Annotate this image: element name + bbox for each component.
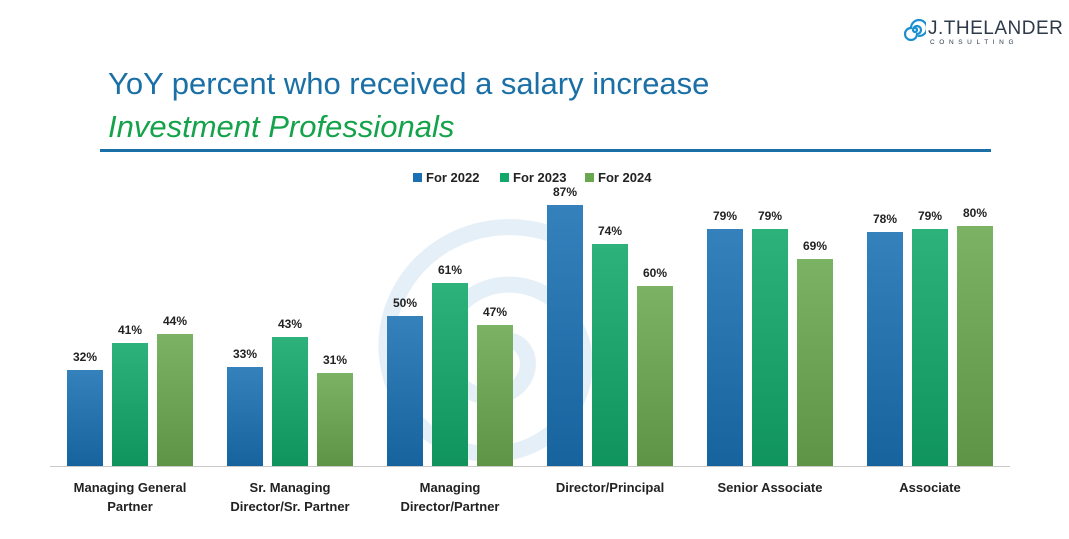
- x-tick-label: Director/Principal: [556, 480, 664, 495]
- title-divider: [100, 149, 991, 152]
- bar: [707, 229, 743, 466]
- x-tick-label: Sr. Managing Director/Sr. Partner: [230, 480, 349, 514]
- data-label: 47%: [483, 305, 507, 319]
- bar: [637, 286, 673, 466]
- legend-swatch: [585, 173, 594, 182]
- bar: [752, 229, 788, 466]
- bar: [592, 244, 628, 466]
- legend-swatch: [500, 173, 509, 182]
- x-tick-label: Associate: [899, 480, 960, 495]
- page-subtitle: Investment Professionals: [108, 109, 455, 144]
- bar: [387, 316, 423, 466]
- data-label: 61%: [438, 263, 462, 277]
- brand-name: J.THELANDER: [928, 18, 1064, 39]
- data-label: 43%: [278, 317, 302, 331]
- legend-label: For 2023: [513, 170, 566, 185]
- bar: [317, 373, 353, 466]
- bar: [227, 367, 263, 466]
- data-label: 79%: [758, 209, 782, 223]
- bar: [477, 325, 513, 466]
- bar: [957, 226, 993, 466]
- x-axis: Managing General Partner Sr. Managing Direc…: [50, 466, 1010, 514]
- data-labels-group: 32% 41% 44% 33% 43% 31% 50% 61% 47% 87% 74% 60% 79% 7…: [73, 185, 987, 367]
- x-tick-label: Senior Associate: [717, 480, 822, 495]
- legend-label: For 2024: [598, 170, 652, 185]
- chart-legend: For 2022 For 2023 For 2024: [413, 170, 652, 185]
- legend-swatch: [413, 173, 422, 182]
- bar: [432, 283, 468, 466]
- data-label: 69%: [803, 239, 827, 253]
- data-label: 79%: [713, 209, 737, 223]
- data-label: 60%: [643, 266, 667, 280]
- data-label: 44%: [163, 314, 187, 328]
- x-tick-label: Managing General Partner: [74, 480, 187, 514]
- spiral-logo-icon: [904, 19, 926, 41]
- bar: [867, 232, 903, 466]
- bar: [912, 229, 948, 466]
- data-label: 74%: [598, 224, 622, 238]
- bar-series-group: [67, 205, 993, 466]
- data-label: 78%: [873, 212, 897, 226]
- page-title: YoY percent who received a salary increa…: [108, 66, 710, 101]
- bar: [797, 259, 833, 466]
- legend-label: For 2022: [426, 170, 479, 185]
- data-label: 80%: [963, 206, 987, 220]
- data-label: 33%: [233, 347, 257, 361]
- data-label: 79%: [918, 209, 942, 223]
- data-label: 41%: [118, 323, 142, 337]
- bar: [157, 334, 193, 466]
- data-label: 31%: [323, 353, 347, 367]
- bar: [272, 337, 308, 466]
- brand-tagline: CONSULTING: [930, 39, 1019, 46]
- data-label: 87%: [553, 185, 577, 199]
- bar: [547, 205, 583, 466]
- bar: [67, 370, 103, 466]
- x-tick-label: Managing Director/Partner: [401, 480, 500, 514]
- bar: [112, 343, 148, 466]
- data-label: 50%: [393, 296, 417, 310]
- brand-logo: J.THELANDER CONSULTING: [904, 18, 1063, 48]
- data-label: 32%: [73, 350, 97, 364]
